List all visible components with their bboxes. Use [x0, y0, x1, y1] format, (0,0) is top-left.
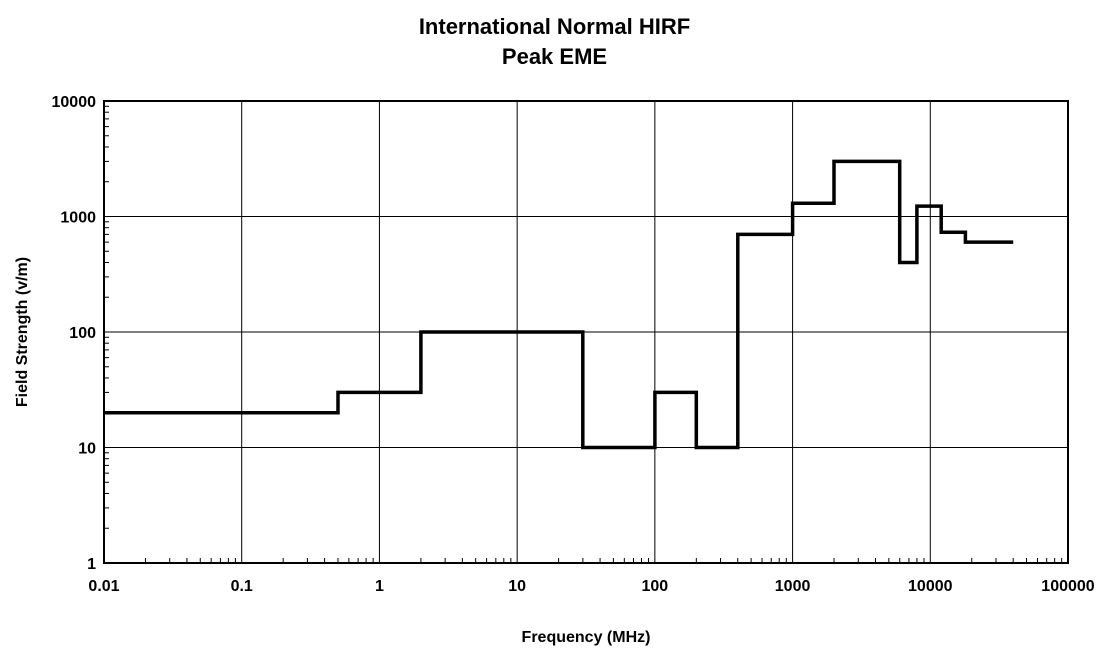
x-tick-label: 10: [508, 578, 526, 595]
y-tick-label: 1: [87, 556, 96, 573]
y-tick-label: 10: [78, 441, 96, 458]
grid: [103, 100, 1069, 564]
chart-title: International Normal HIRF: [418, 14, 691, 39]
x-tick-label: 10000: [908, 578, 953, 595]
series-layer: [104, 159, 1014, 450]
x-tick-label: 100000: [1041, 578, 1094, 595]
y-axis-label: Field Strength (v/m): [14, 257, 31, 407]
y-tick-label: 10000: [52, 94, 97, 111]
x-axis-label: Frequency (MHz): [522, 629, 651, 646]
x-tick-label: 100: [642, 578, 669, 595]
plot-frame: [103, 100, 1069, 564]
x-tick-label: 0.01: [88, 578, 119, 595]
chart-subtitle: Peak EME: [501, 44, 608, 69]
y-tick-label: 1000: [60, 210, 96, 227]
y-tick-labels: 1 10 100 1000 10000: [52, 94, 97, 573]
x-tick-label: 1: [375, 578, 384, 595]
x-tick-label: 0.1: [231, 578, 253, 595]
x-tick-label: 1000: [775, 578, 811, 595]
series-line: [104, 159, 1014, 450]
y-tick-label: 100: [69, 325, 96, 342]
x-tick-labels: 0.01 0.1 1 10 100 1000 10000 100000: [88, 578, 1094, 595]
